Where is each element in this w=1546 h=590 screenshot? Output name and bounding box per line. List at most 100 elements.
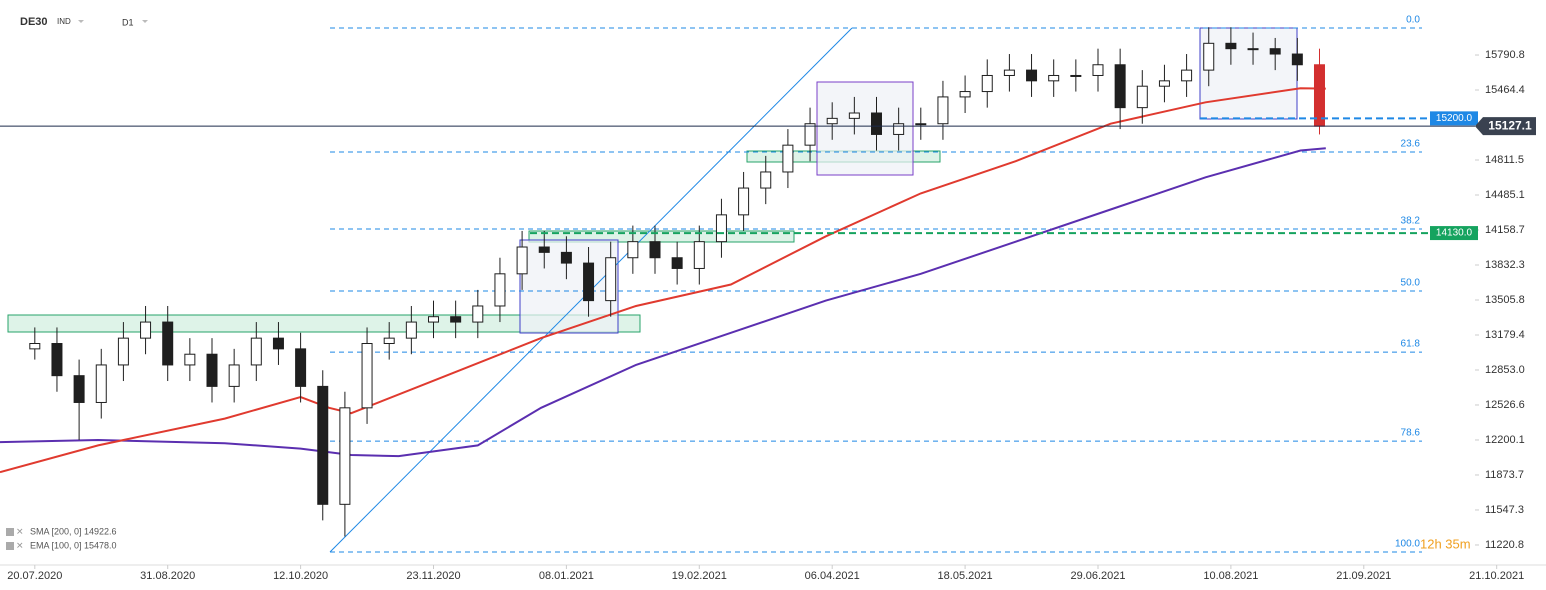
- candle-body: [1048, 74, 1060, 82]
- candle-body: [937, 96, 949, 125]
- candle-body: [51, 343, 63, 377]
- last-price-label: 15127.1: [1488, 118, 1532, 132]
- candle-body: [1225, 42, 1237, 50]
- candle-body: [428, 316, 440, 323]
- candle-body: [73, 375, 85, 403]
- symbol: DE30: [20, 16, 48, 28]
- candle-body: [29, 343, 41, 350]
- x-tick-label: 23.11.2020: [406, 570, 460, 582]
- x-tick-label: 20.07.2020: [7, 570, 62, 582]
- candle-body: [605, 257, 617, 302]
- candle-body: [295, 348, 307, 387]
- candle-body: [95, 364, 107, 403]
- x-tick-label: 08.01.2021: [539, 570, 594, 582]
- candle-body: [1269, 48, 1281, 55]
- legend-entry: EMA [100, 0] 15478.0: [30, 540, 117, 550]
- fib-label: 61.8: [1401, 339, 1421, 350]
- x-tick-label: 12.10.2020: [273, 570, 328, 582]
- candle-body: [1313, 64, 1325, 127]
- x-tick-label: 29.06.2021: [1070, 570, 1125, 582]
- candle-body: [804, 123, 816, 146]
- x-tick-label: 21.10.2021: [1469, 570, 1524, 582]
- price-level-label: 14130.0: [1436, 228, 1473, 239]
- box: [1199, 27, 1298, 120]
- candle-body: [782, 144, 794, 173]
- candle-body: [1003, 69, 1015, 76]
- candle-body: [140, 321, 152, 339]
- zones: [7, 27, 1298, 553]
- y-tick-label: 13832.3: [1485, 259, 1525, 271]
- x-tick-label: 19.02.2021: [672, 570, 727, 582]
- x-tick-label: 06.04.2021: [805, 570, 860, 582]
- candle-body: [184, 353, 196, 366]
- candle-body: [117, 337, 129, 366]
- candle-body: [1203, 42, 1215, 71]
- y-tick-label: 12526.6: [1485, 399, 1525, 411]
- candle-body: [738, 187, 750, 216]
- zone: [528, 230, 795, 243]
- candle-body: [206, 353, 218, 387]
- last-price-box: [1475, 117, 1536, 136]
- candle-body: [317, 385, 329, 505]
- candle-body: [516, 246, 528, 275]
- candle-body: [538, 246, 550, 253]
- y-tick-label: 11220.8: [1485, 539, 1524, 551]
- legend-close: ✕: [16, 526, 24, 536]
- legend-entry: SMA [200, 0] 14922.6: [30, 526, 117, 536]
- candle-body: [1026, 69, 1038, 82]
- y-tick-label: 14158.7: [1485, 224, 1525, 236]
- interval: D1: [122, 17, 134, 27]
- x-tick-label: 31.08.2020: [140, 570, 195, 582]
- candle-body: [272, 337, 284, 350]
- fib-label: 38.2: [1401, 216, 1421, 227]
- x-tick-label: 21.09.2021: [1336, 570, 1391, 582]
- dropdown-icon[interactable]: [78, 20, 84, 23]
- candle-body: [1114, 64, 1126, 109]
- candle-body: [959, 91, 971, 98]
- y-tick-label: 11547.3: [1485, 504, 1524, 516]
- legend-icon: [6, 542, 14, 550]
- candle-body: [693, 241, 705, 269]
- candle-body: [1181, 69, 1193, 82]
- y-tick-label: 15790.8: [1485, 49, 1525, 61]
- x-tick-label: 10.08.2021: [1203, 570, 1258, 582]
- ma-line: [0, 147, 1326, 458]
- candle-body: [893, 123, 905, 135]
- candle-body: [583, 262, 595, 302]
- candle-body: [848, 112, 860, 119]
- candle-body: [450, 316, 462, 323]
- candle-body: [981, 74, 993, 93]
- y-tick-label: 12200.1: [1485, 434, 1525, 446]
- fib-label: 23.6: [1401, 139, 1421, 150]
- fib-label: 50.0: [1401, 278, 1421, 289]
- x-tick-label: 18.05.2021: [938, 570, 993, 582]
- candle-body: [1092, 64, 1104, 76]
- candle-body: [383, 337, 395, 345]
- candle-body: [250, 337, 262, 366]
- candle-body: [1291, 53, 1303, 66]
- y-tick-label: 14485.1: [1485, 189, 1525, 201]
- candle-body: [826, 117, 838, 125]
- y-tick-label: 15464.4: [1485, 84, 1525, 96]
- candle-body: [1247, 48, 1259, 51]
- y-tick-label: 13179.4: [1485, 329, 1525, 341]
- candle-body: [361, 343, 373, 409]
- y-tick-label: 11873.7: [1485, 469, 1524, 481]
- candle-body: [870, 112, 882, 135]
- fib-label: 100.0: [1395, 539, 1420, 550]
- fib-label: 78.6: [1401, 428, 1421, 439]
- countdown: 12h 35m: [1420, 536, 1471, 551]
- candle-body: [405, 321, 417, 339]
- price-level-box: [1430, 226, 1478, 241]
- candle-body: [1070, 74, 1082, 77]
- candle-body: [494, 273, 506, 307]
- candle-body: [760, 171, 772, 189]
- dropdown-icon[interactable]: [142, 20, 148, 23]
- candle-body: [162, 321, 174, 366]
- candle-body: [627, 241, 639, 259]
- price-level-label: 15200.0: [1436, 113, 1473, 124]
- y-tick-label: 14811.5: [1485, 154, 1524, 166]
- price-level-box: [1430, 111, 1478, 126]
- candle-body: [339, 407, 351, 505]
